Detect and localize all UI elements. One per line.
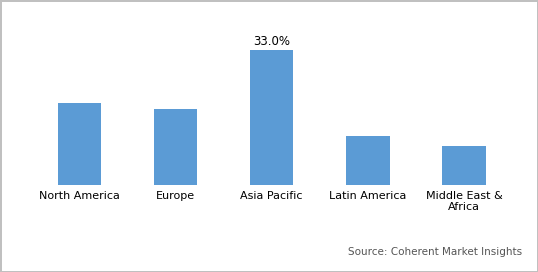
- Bar: [58, 103, 101, 185]
- Bar: [250, 50, 293, 185]
- Bar: [346, 136, 390, 185]
- Bar: [442, 146, 486, 185]
- Bar: [154, 109, 197, 185]
- Text: 33.0%: 33.0%: [253, 35, 290, 48]
- Text: Source: Coherent Market Insights: Source: Coherent Market Insights: [348, 247, 522, 257]
